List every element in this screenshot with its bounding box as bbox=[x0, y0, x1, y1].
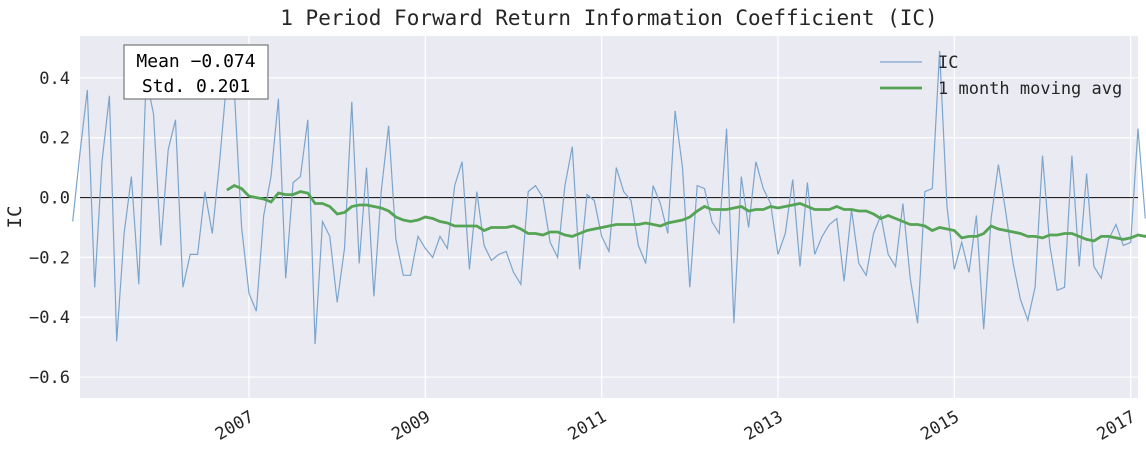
stats-box: Mean −0.074 Std. 0.201 bbox=[123, 44, 269, 100]
chart-title: 1 Period Forward Return Information Coef… bbox=[280, 6, 937, 30]
stats-std: Std. 0.201 bbox=[142, 76, 250, 97]
ic-series-line bbox=[72, 50, 1146, 345]
x-tick-labels: 2007 2009 2011 2013 2015 2017 bbox=[212, 407, 1139, 445]
y-axis-label: IC bbox=[4, 206, 26, 229]
legend: IC 1 month moving avg bbox=[880, 53, 1122, 99]
y-tick-label: −0.2 bbox=[29, 248, 70, 268]
y-tick-label: −0.6 bbox=[29, 368, 70, 388]
y-tick-label: −0.4 bbox=[29, 308, 70, 328]
legend-ic-label: IC bbox=[938, 53, 958, 73]
stats-box-frame bbox=[123, 44, 269, 100]
x-tick-label: 2011 bbox=[565, 407, 610, 445]
y-tick-label: 0.0 bbox=[39, 189, 70, 209]
x-tick-label: 2015 bbox=[917, 407, 962, 445]
x-tick-label: 2009 bbox=[388, 407, 433, 445]
stats-mean: Mean −0.074 bbox=[136, 51, 255, 72]
moving-avg-series-line bbox=[226, 184, 1146, 243]
x-tick-label: 2017 bbox=[1094, 407, 1139, 445]
y-tick-label: 0.4 bbox=[39, 69, 70, 89]
x-tick-label: 2007 bbox=[212, 407, 257, 445]
y-tick-labels: −0.6 −0.4 −0.2 0.0 0.2 0.4 bbox=[29, 69, 70, 388]
x-tick-label: 2013 bbox=[741, 407, 786, 445]
y-tick-label: 0.2 bbox=[39, 129, 70, 149]
legend-moving-avg-label: 1 month moving avg bbox=[938, 79, 1122, 99]
